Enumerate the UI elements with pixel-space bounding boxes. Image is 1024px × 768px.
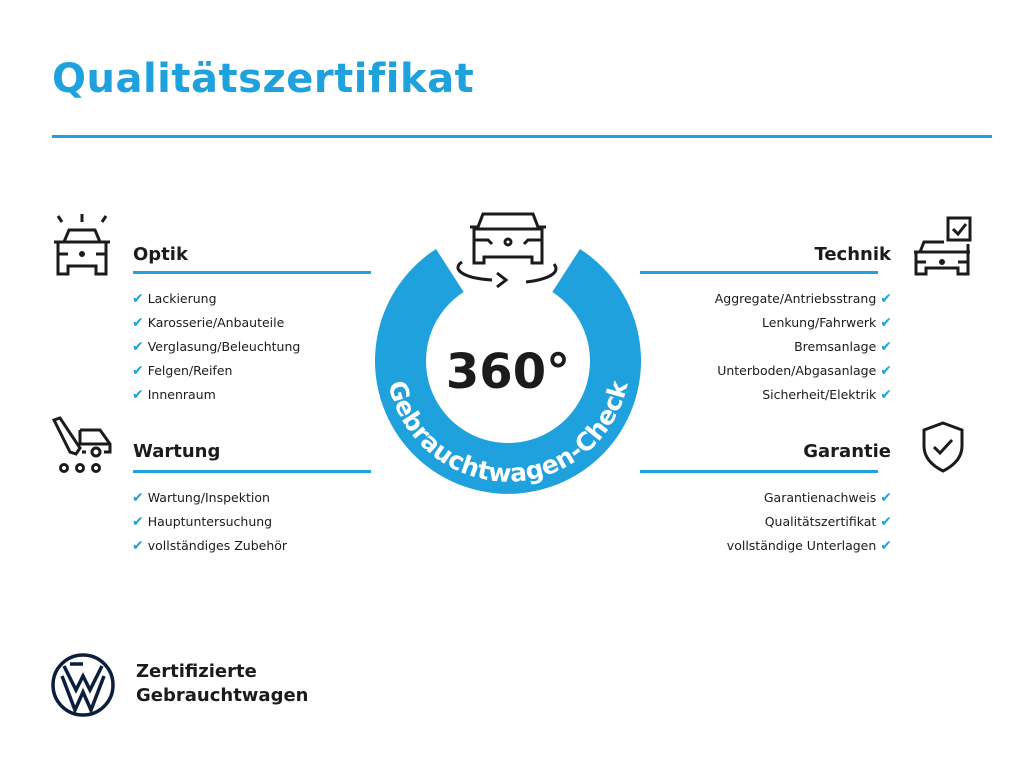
check-icon: ✔	[132, 490, 144, 506]
check-icon: ✔	[880, 514, 892, 530]
car-checkbox-icon	[914, 216, 972, 276]
list-item: Garantienachweis ✔	[763, 490, 892, 506]
list-item: ✔ Karosserie/Anbauteile	[132, 315, 285, 331]
title-divider	[52, 135, 992, 138]
list-item: Sicherheit/Elektrik ✔	[762, 387, 892, 403]
wartung-list: ✔ Wartung/Inspektion ✔ Hauptuntersuchung…	[132, 486, 287, 558]
check-icon: ✔	[132, 514, 144, 530]
section-title-technik: Technik	[814, 244, 891, 265]
brand-text: Zertifizierte Gebrauchtwagen	[136, 660, 308, 708]
check-icon: ✔	[880, 339, 892, 355]
brand-line-1: Zertifizierte	[136, 661, 257, 682]
list-item: ✔ Verglasung/Beleuchtung	[132, 339, 301, 355]
check-icon: ✔	[132, 315, 144, 331]
check-icon: ✔	[132, 291, 144, 307]
list-item: ✔ Innenraum	[132, 387, 216, 403]
check-icon: ✔	[880, 490, 892, 506]
section-line-technik	[640, 271, 878, 274]
optik-list: ✔ Lackierung ✔ Karosserie/Anbauteile ✔ V…	[132, 287, 300, 407]
check-icon: ✔	[132, 339, 144, 355]
list-item: ✔ Wartung/Inspektion	[132, 490, 270, 506]
list-item: Unterboden/Abgasanlage ✔	[717, 363, 892, 379]
vw-logo	[51, 653, 115, 717]
list-item: ✔ Lackierung	[132, 291, 217, 307]
section-title-garantie: Garantie	[803, 441, 891, 462]
360-label: 360°	[446, 344, 570, 400]
list-item: ✔ Hauptuntersuchung	[132, 514, 273, 530]
service-tools-icon	[51, 416, 112, 473]
technik-list: Aggregate/Antriebsstrang ✔ Lenkung/Fahrw…	[715, 287, 892, 407]
list-item: Qualitätszertifikat ✔	[764, 514, 892, 530]
section-line-wartung	[133, 470, 371, 473]
shield-check-icon	[922, 421, 964, 473]
garantie-list: Garantienachweis ✔ Qualitätszertifikat ✔…	[727, 486, 892, 558]
badge-ring	[375, 249, 641, 494]
section-title-wartung: Wartung	[133, 441, 221, 462]
check-icon: ✔	[880, 387, 892, 403]
check-icon: ✔	[880, 291, 892, 307]
list-item: ✔ vollständiges Zubehör	[132, 538, 288, 554]
list-item: Bremsanlage ✔	[794, 339, 892, 355]
check-icon: ✔	[132, 387, 144, 403]
section-line-garantie	[640, 470, 878, 473]
list-item: vollständige Unterlagen ✔	[726, 538, 892, 554]
check-icon: ✔	[132, 363, 144, 379]
brand-line-2: Gebrauchtwagen	[136, 685, 309, 706]
car-rotate-icon	[456, 212, 558, 289]
check-icon: ✔	[132, 538, 144, 554]
section-title-optik: Optik	[133, 244, 188, 265]
car-lights-icon	[54, 214, 110, 276]
list-item: Aggregate/Antriebsstrang ✔	[714, 291, 892, 307]
list-item: Lenkung/Fahrwerk ✔	[762, 315, 892, 331]
check-icon: ✔	[880, 363, 892, 379]
check-icon: ✔	[880, 538, 892, 554]
list-item: ✔ Felgen/Reifen	[132, 363, 233, 379]
section-line-optik	[133, 271, 371, 274]
page-title: Qualitätszertifikat	[52, 56, 475, 102]
check-icon: ✔	[880, 315, 892, 331]
